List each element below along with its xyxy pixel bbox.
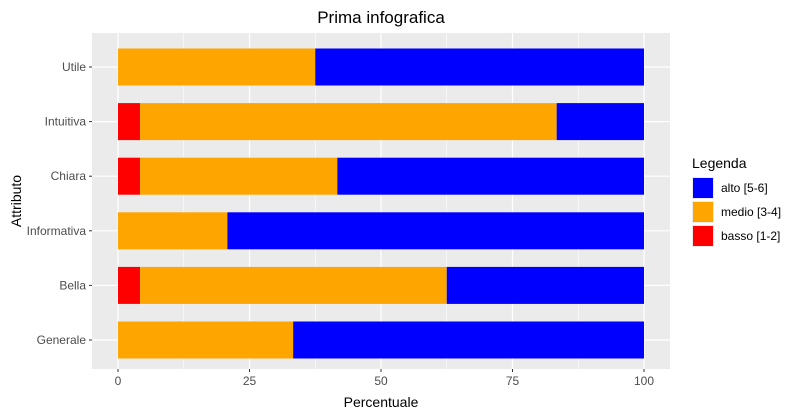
bar-segment-intuitiva-alto xyxy=(556,103,644,141)
legend-entry-label: basso [1-2] xyxy=(721,229,780,243)
bar-segment-generale-alto xyxy=(293,321,644,359)
y-tick-label: Intuitiva xyxy=(45,115,87,129)
bar-segment-intuitiva-medio xyxy=(140,103,557,141)
y-axis-title: Attributo xyxy=(8,175,24,227)
legend: Legenda alto [5-6] medio [3-4] basso [1-2] xyxy=(692,155,781,247)
chart-title: Prima infografica xyxy=(317,8,445,27)
bar-segment-bella-basso xyxy=(118,266,141,304)
bar-segment-utile-medio xyxy=(118,48,316,86)
bar-segment-intuitiva-basso xyxy=(118,103,141,141)
bar-segment-bella-medio xyxy=(140,266,447,304)
bar-segment-chiara-medio xyxy=(140,157,338,195)
bar-segment-informativa-alto xyxy=(227,212,644,250)
legend-entry-label: medio [3-4] xyxy=(721,205,781,219)
bar-segment-generale-medio xyxy=(118,321,294,359)
y-tick-label: Informativa xyxy=(27,224,87,238)
bar-segment-informativa-medio xyxy=(118,212,228,250)
legend-key-swatch xyxy=(693,202,713,222)
bar-segment-utile-alto xyxy=(315,48,644,86)
legend-entry-label: alto [5-6] xyxy=(721,181,768,195)
x-tick-label: 50 xyxy=(374,374,388,388)
x-axis-ticks: 0 25 50 75 100 xyxy=(115,369,654,388)
legend-key-swatch xyxy=(693,226,713,246)
y-tick-label: Utile xyxy=(62,60,86,74)
x-axis-title: Percentuale xyxy=(344,394,419,410)
x-tick-label: 75 xyxy=(506,374,520,388)
legend-title: Legenda xyxy=(692,155,747,171)
x-tick-label: 100 xyxy=(634,374,654,388)
y-tick-label: Bella xyxy=(59,278,86,292)
y-axis-ticks: Utile Intuitiva Chiara Informativa Bella Gene… xyxy=(27,60,92,347)
y-tick-label: Generale xyxy=(37,333,87,347)
y-tick-label: Chiara xyxy=(51,169,87,183)
x-tick-label: 25 xyxy=(243,374,257,388)
legend-key-swatch xyxy=(693,178,713,198)
bars xyxy=(118,48,644,359)
x-tick-label: 0 xyxy=(115,374,122,388)
bar-segment-chiara-alto xyxy=(337,157,644,195)
bar-segment-bella-alto xyxy=(446,266,644,304)
bar-segment-chiara-basso xyxy=(118,157,141,195)
